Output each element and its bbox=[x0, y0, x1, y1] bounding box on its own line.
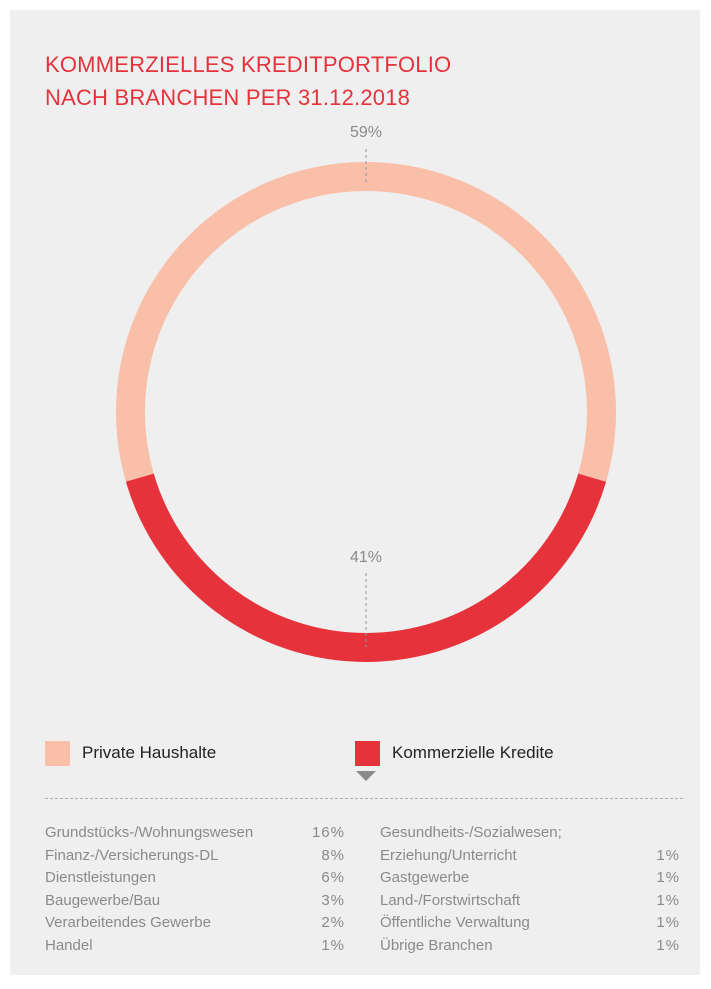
value-label: 3% bbox=[321, 891, 345, 909]
value-label: 1% bbox=[656, 891, 680, 909]
category-label: Verarbeitendes Gewerbe bbox=[45, 914, 211, 931]
table-row: Übrige Branchen 1% bbox=[380, 935, 680, 958]
category-label: Öffentliche Verwaltung bbox=[380, 914, 530, 931]
value-label: 2% bbox=[321, 914, 345, 931]
table-column: Grundstücks-/Wohnungswesen 16% Finanz-/Ver… bbox=[45, 822, 345, 957]
value-label: 1% bbox=[656, 914, 680, 931]
data-label: 59% bbox=[350, 124, 382, 141]
category-label: Handel bbox=[45, 936, 93, 954]
category-label: Übrige Branchen bbox=[380, 936, 493, 954]
donut-segment bbox=[125, 473, 607, 663]
table-column: Gesundheits-/Sozialwesen; Erziehung/Unte… bbox=[380, 822, 680, 957]
category-label: Baugewerbe/Bau bbox=[45, 891, 161, 909]
legend-label: Kommerzielle Kredite bbox=[392, 743, 554, 762]
value-label: 1% bbox=[656, 869, 680, 886]
table-row: Land-/Forstwirtschaft 1% bbox=[380, 890, 680, 913]
legend-swatch bbox=[45, 740, 70, 766]
table-row: Dienstleistungen 6% bbox=[45, 867, 345, 890]
divider bbox=[45, 798, 683, 799]
data-label: 41% bbox=[350, 549, 382, 566]
category-label: Dienstleistungen bbox=[45, 869, 156, 886]
table-row: Öffentliche Verwaltung 1% bbox=[380, 912, 680, 935]
table-row: Verarbeitendes Gewerbe 2% bbox=[45, 912, 345, 935]
table-row: Baugewerbe/Bau 3% bbox=[45, 890, 345, 913]
category-label: Land-/Forstwirtschaft bbox=[380, 891, 521, 909]
pointer bbox=[356, 771, 376, 781]
value-label: 1% bbox=[656, 846, 680, 864]
legend-swatch bbox=[355, 740, 380, 766]
table-row: Handel 1% bbox=[45, 935, 345, 958]
legend-label: Private Haushalte bbox=[82, 743, 217, 762]
category-label: Gesundheits-/Sozialwesen; Erziehung/Unte… bbox=[380, 824, 562, 864]
legend-item: Private Haushalte bbox=[45, 740, 216, 766]
category-label: Grundstücks-/Wohnungswesen bbox=[45, 824, 254, 841]
value-label: 8% bbox=[321, 846, 345, 864]
value-label: 6% bbox=[321, 869, 345, 886]
table-row: Gesundheits-/Sozialwesen; Erziehung/Unte… bbox=[380, 822, 680, 867]
table-row: Gastgewerbe 1% bbox=[380, 867, 680, 890]
value-label: 16% bbox=[311, 824, 345, 841]
legend-item: Kommerzielle Kredite bbox=[355, 740, 554, 766]
chart-title: KOMMERZIELLES KREDITPORTFOLIO NACH BRANC… bbox=[45, 52, 452, 110]
category-label: Finanz-/Versicherungs-DL bbox=[45, 846, 219, 864]
donut-segment bbox=[116, 162, 616, 482]
table-row: Finanz-/Versicherungs-DL 8% bbox=[45, 845, 345, 868]
value-label: 1% bbox=[321, 936, 345, 954]
table-row: Grundstücks-/Wohnungswesen 16% bbox=[45, 822, 345, 845]
category-label: Gastgewerbe bbox=[380, 869, 470, 886]
value-label: 1% bbox=[656, 936, 680, 954]
